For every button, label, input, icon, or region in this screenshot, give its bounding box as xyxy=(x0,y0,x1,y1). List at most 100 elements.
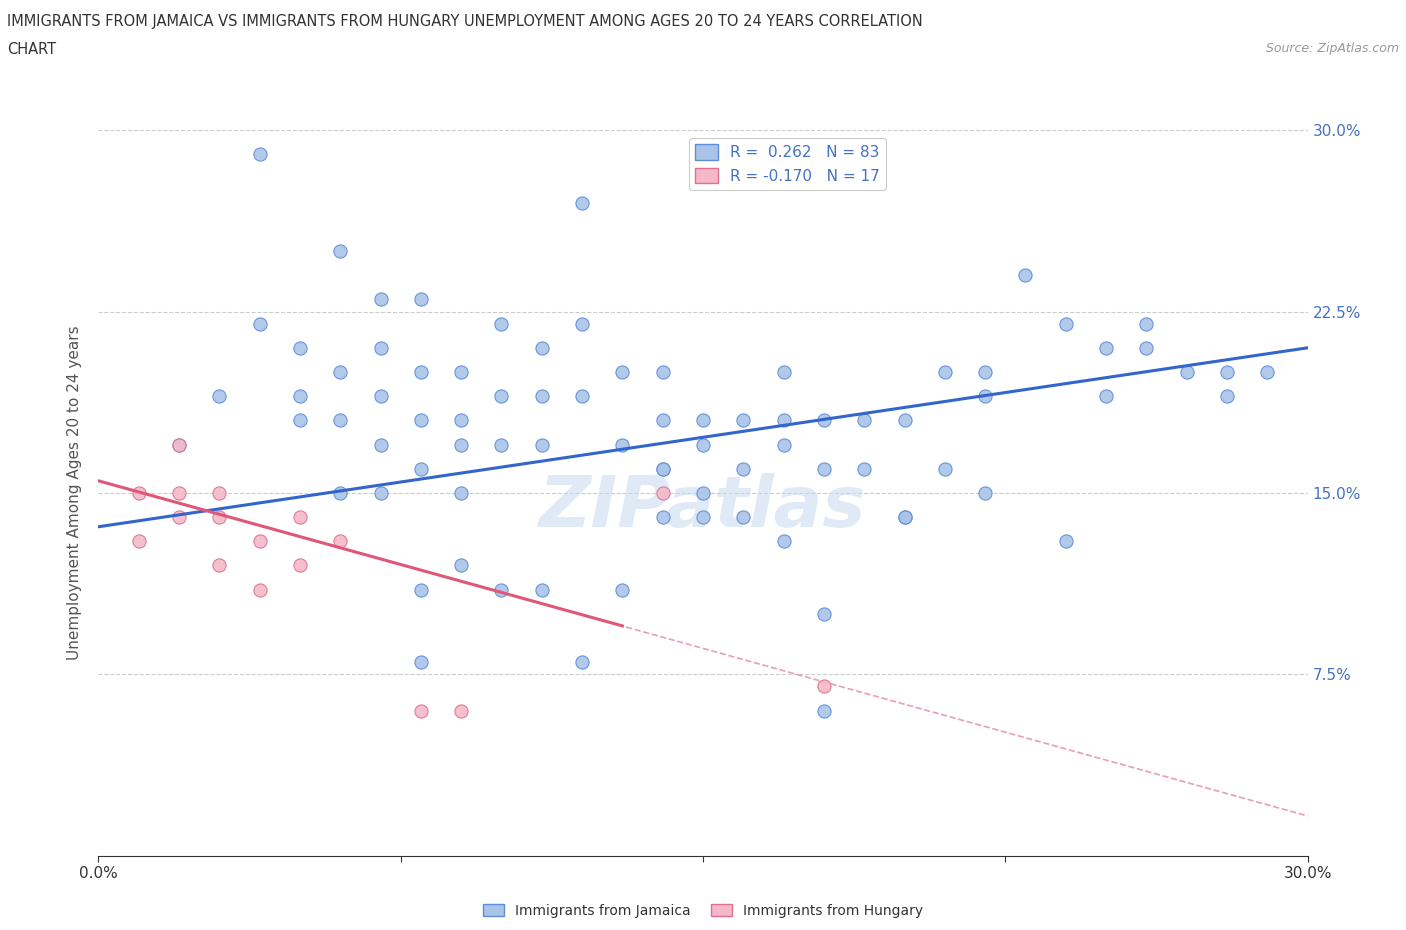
Point xyxy=(612,365,634,379)
Point xyxy=(249,534,271,549)
Point xyxy=(1014,268,1036,283)
Point xyxy=(370,485,392,500)
Point xyxy=(288,510,311,525)
Point xyxy=(288,558,311,573)
Point xyxy=(370,292,392,307)
Point xyxy=(651,485,673,500)
Point xyxy=(692,485,714,500)
Point xyxy=(893,413,915,428)
Point xyxy=(409,461,432,476)
Legend: Immigrants from Jamaica, Immigrants from Hungary: Immigrants from Jamaica, Immigrants from… xyxy=(477,898,929,923)
Point xyxy=(450,413,472,428)
Point xyxy=(1135,340,1157,355)
Point xyxy=(329,485,352,500)
Point xyxy=(409,292,432,307)
Point xyxy=(853,461,876,476)
Point xyxy=(1095,389,1118,404)
Legend: R =  0.262   N = 83, R = -0.170   N = 17: R = 0.262 N = 83, R = -0.170 N = 17 xyxy=(689,138,886,190)
Y-axis label: Unemployment Among Ages 20 to 24 years: Unemployment Among Ages 20 to 24 years xyxy=(67,326,83,660)
Point xyxy=(167,485,190,500)
Point xyxy=(853,413,876,428)
Point xyxy=(651,461,673,476)
Point xyxy=(733,413,755,428)
Point xyxy=(1216,365,1239,379)
Point xyxy=(450,485,472,500)
Point xyxy=(450,365,472,379)
Point xyxy=(491,316,513,331)
Point xyxy=(893,510,915,525)
Point xyxy=(651,510,673,525)
Point xyxy=(450,703,472,718)
Point xyxy=(772,365,794,379)
Point xyxy=(288,389,311,404)
Point xyxy=(1175,365,1198,379)
Point xyxy=(249,147,271,162)
Point xyxy=(733,510,755,525)
Point xyxy=(329,365,352,379)
Point xyxy=(772,413,794,428)
Point xyxy=(733,461,755,476)
Point xyxy=(167,510,190,525)
Text: IMMIGRANTS FROM JAMAICA VS IMMIGRANTS FROM HUNGARY UNEMPLOYMENT AMONG AGES 20 TO: IMMIGRANTS FROM JAMAICA VS IMMIGRANTS FR… xyxy=(7,14,922,29)
Point xyxy=(409,413,432,428)
Point xyxy=(692,437,714,452)
Text: ZIPatlas: ZIPatlas xyxy=(540,473,866,542)
Text: CHART: CHART xyxy=(7,42,56,57)
Point xyxy=(974,389,997,404)
Point xyxy=(651,413,673,428)
Point xyxy=(571,195,593,210)
Point xyxy=(772,534,794,549)
Point xyxy=(128,534,150,549)
Point xyxy=(1054,316,1077,331)
Point xyxy=(329,413,352,428)
Text: Source: ZipAtlas.com: Source: ZipAtlas.com xyxy=(1265,42,1399,55)
Point xyxy=(530,389,553,404)
Point xyxy=(370,389,392,404)
Point xyxy=(249,582,271,597)
Point xyxy=(450,437,472,452)
Point xyxy=(208,389,231,404)
Point xyxy=(813,606,835,621)
Point xyxy=(491,437,513,452)
Point xyxy=(208,558,231,573)
Point xyxy=(612,582,634,597)
Point xyxy=(571,316,593,331)
Point xyxy=(370,340,392,355)
Point xyxy=(208,510,231,525)
Point xyxy=(450,558,472,573)
Point xyxy=(288,340,311,355)
Point xyxy=(571,655,593,670)
Point xyxy=(934,461,956,476)
Point xyxy=(1054,534,1077,549)
Point xyxy=(409,703,432,718)
Point xyxy=(651,365,673,379)
Point xyxy=(813,413,835,428)
Point xyxy=(813,461,835,476)
Point xyxy=(491,582,513,597)
Point xyxy=(651,461,673,476)
Point xyxy=(934,365,956,379)
Point xyxy=(692,413,714,428)
Point xyxy=(571,389,593,404)
Point xyxy=(974,365,997,379)
Point xyxy=(128,485,150,500)
Point xyxy=(329,534,352,549)
Point xyxy=(370,437,392,452)
Point xyxy=(167,437,190,452)
Point xyxy=(491,389,513,404)
Point xyxy=(893,510,915,525)
Point xyxy=(249,316,271,331)
Point xyxy=(974,485,997,500)
Point xyxy=(1135,316,1157,331)
Point xyxy=(692,510,714,525)
Point xyxy=(813,679,835,694)
Point xyxy=(813,703,835,718)
Point xyxy=(288,413,311,428)
Point xyxy=(167,437,190,452)
Point xyxy=(409,365,432,379)
Point xyxy=(772,437,794,452)
Point xyxy=(1216,389,1239,404)
Point xyxy=(530,582,553,597)
Point xyxy=(329,244,352,259)
Point xyxy=(1256,365,1278,379)
